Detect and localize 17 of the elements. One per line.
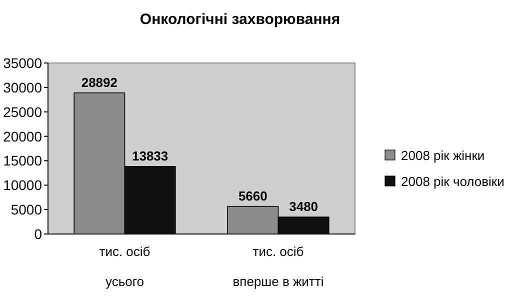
x-tick-label: тис. осіб вперше в житті: [232, 244, 324, 289]
x-tick-label: тис. осіб усього: [99, 244, 150, 289]
y-tick-label: 25000: [3, 104, 42, 120]
y-tick-label: 30000: [3, 79, 42, 96]
y-tick-label: 20000: [3, 128, 42, 144]
legend-label: 2008 рік жінки: [401, 148, 485, 163]
y-tick-label: 15000: [3, 152, 42, 169]
data-label: 5660: [238, 188, 268, 204]
y-tick-label: 0: [34, 226, 42, 242]
y-tick-label: 10000: [3, 177, 42, 194]
chart-title: Онкологічні захворювання: [140, 11, 340, 28]
y-tick-label: 5000: [10, 202, 42, 218]
data-label: 28892: [81, 74, 118, 90]
data-label: 13833: [132, 148, 168, 164]
legend-label: 2008 рік чоловіки: [401, 174, 504, 189]
y-tick-label: 35000: [3, 55, 42, 71]
data-label: 3480: [289, 199, 318, 214]
